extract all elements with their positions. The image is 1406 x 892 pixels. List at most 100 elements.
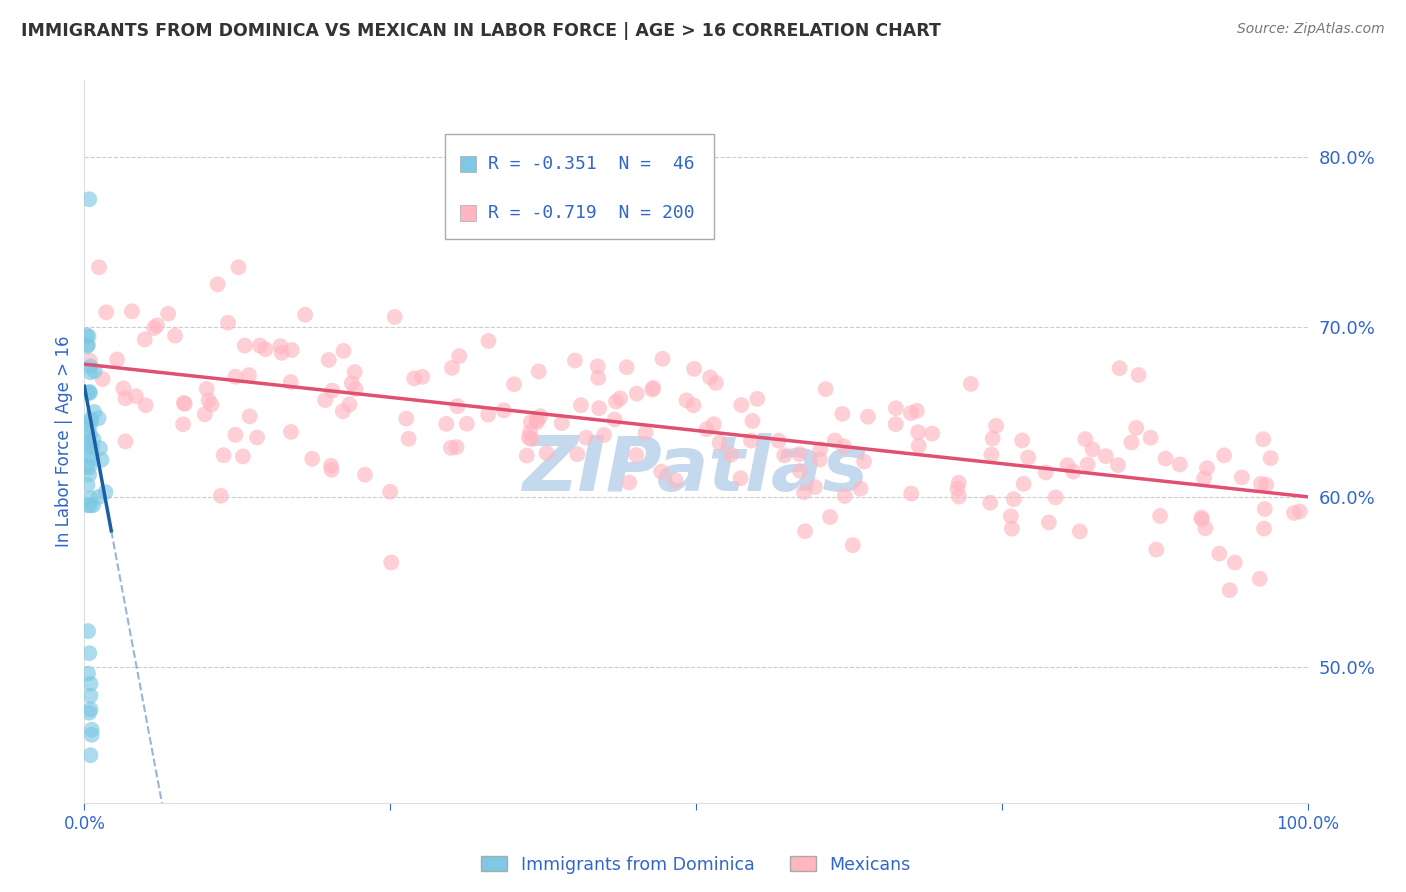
Point: [339, 397, 361, 411]
Point: [1000, 509, 1022, 524]
Point: [503, 377, 526, 392]
Point: [378, 484, 401, 499]
Point: [82, 441, 104, 455]
Point: [82, 498, 104, 512]
Point: [79, 353, 101, 368]
Point: [76, 385, 98, 400]
Point: [87, 490, 110, 504]
Point: [1168, 458, 1191, 472]
Point: [551, 416, 574, 430]
Point: [575, 431, 598, 445]
Legend: Immigrants from Dominica, Mexicans: Immigrants from Dominica, Mexicans: [481, 855, 911, 873]
Point: [946, 482, 969, 496]
Point: [446, 440, 468, 454]
Point: [665, 474, 688, 488]
Text: Source: ZipAtlas.com: Source: ZipAtlas.com: [1237, 22, 1385, 37]
Point: [332, 343, 354, 358]
Point: [77, 337, 100, 351]
Point: [981, 432, 1004, 446]
Point: [1154, 451, 1177, 466]
Point: [808, 442, 831, 457]
Point: [747, 392, 769, 406]
Point: [209, 489, 232, 503]
Point: [114, 434, 136, 449]
Point: [411, 370, 433, 384]
Point: [91, 372, 114, 386]
Point: [224, 427, 246, 442]
Point: [83, 433, 105, 447]
Point: [1191, 510, 1213, 524]
Point: [384, 310, 406, 324]
Point: [79, 491, 101, 506]
Point: [634, 425, 657, 440]
Point: [626, 448, 648, 462]
Point: [79, 359, 101, 374]
Point: [492, 403, 515, 417]
Point: [948, 490, 970, 504]
Point: [440, 360, 463, 375]
Point: [1249, 572, 1271, 586]
Point: [172, 417, 194, 432]
Point: [1149, 508, 1171, 523]
Point: [477, 334, 499, 348]
Point: [682, 398, 704, 412]
Point: [146, 318, 169, 333]
Point: [280, 343, 302, 357]
Point: [79, 417, 101, 432]
Point: [173, 397, 195, 411]
Point: [741, 414, 763, 428]
Point: [1253, 522, 1275, 536]
Point: [76, 328, 98, 343]
Point: [1001, 522, 1024, 536]
Point: [446, 399, 468, 413]
Point: [900, 486, 922, 500]
Point: [83, 364, 105, 378]
Point: [135, 398, 157, 412]
Point: [1035, 466, 1057, 480]
Point: [77, 624, 100, 639]
Point: [675, 393, 697, 408]
Point: [1062, 465, 1084, 479]
Point: [79, 427, 101, 442]
Point: [254, 342, 277, 356]
Point: [704, 376, 727, 390]
Point: [449, 349, 471, 363]
Point: [569, 398, 592, 412]
Point: [1095, 449, 1118, 463]
Point: [380, 556, 402, 570]
Point: [1250, 476, 1272, 491]
Point: [80, 728, 103, 742]
Point: [529, 409, 551, 424]
Point: [79, 385, 101, 400]
Point: [603, 412, 626, 426]
Point: [519, 425, 541, 439]
Point: [239, 409, 262, 424]
Point: [76, 459, 98, 474]
Point: [789, 464, 811, 478]
Point: [77, 329, 100, 343]
Point: [1081, 442, 1104, 457]
Point: [224, 369, 246, 384]
Point: [121, 304, 143, 318]
Point: [900, 406, 922, 420]
Point: [907, 425, 929, 439]
Point: [82, 451, 104, 466]
Point: [814, 382, 837, 396]
Point: [730, 398, 752, 412]
Point: [564, 353, 586, 368]
Point: [793, 485, 815, 500]
Point: [959, 376, 981, 391]
Point: [643, 381, 665, 395]
Point: [804, 480, 827, 494]
Point: [586, 359, 609, 374]
Point: [1038, 516, 1060, 530]
Point: [605, 394, 627, 409]
Point: [301, 451, 323, 466]
Point: [94, 485, 117, 500]
Point: [343, 365, 366, 379]
Point: [195, 382, 218, 396]
Point: [249, 338, 271, 352]
Point: [114, 392, 136, 406]
Point: [1121, 435, 1143, 450]
Point: [87, 260, 110, 275]
